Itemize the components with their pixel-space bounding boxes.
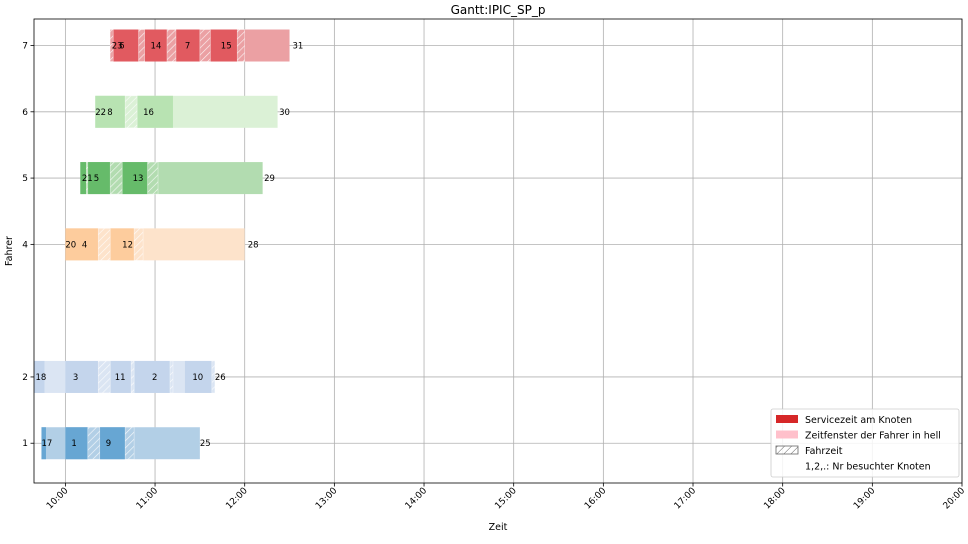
x-tick-label: 10:00 <box>45 486 71 512</box>
service-bar <box>34 360 45 393</box>
travel-hatch <box>211 360 216 394</box>
node-labels: 17 1 9 25 18 3 11 2 10 26 20 4 12 28 21 5 13 29 22 8 16 30 236… <box>35 42 303 450</box>
service-bar <box>65 427 88 460</box>
service-bar <box>144 29 167 62</box>
legend-label: Fahrzeit <box>805 446 843 457</box>
x-tick-label: 13:00 <box>314 486 340 512</box>
node-number-label: 26 <box>215 373 226 383</box>
y-tick-label: 1 <box>22 439 28 449</box>
node-number-label: 21 <box>82 174 93 184</box>
service-bar <box>184 360 215 393</box>
node-number-label: 11 <box>115 373 126 383</box>
node-number-label: 2 <box>152 373 157 383</box>
node-number-label: 1 <box>71 439 76 449</box>
node-number-label: 5 <box>94 174 99 184</box>
travel-hatch <box>124 95 138 129</box>
travel-hatch <box>169 360 174 394</box>
node-number-label: 13 <box>133 174 144 184</box>
node-number-label: 16 <box>143 108 154 118</box>
node-number-label: 10 <box>192 373 203 383</box>
node-number-label: 22 <box>95 108 106 118</box>
service-bar <box>110 228 135 261</box>
node-number-label: 14 <box>151 42 162 52</box>
y-tick-label: 6 <box>22 108 28 118</box>
x-tick-label: 18:00 <box>762 486 788 512</box>
y-axis-title: Fahrer <box>4 236 15 266</box>
service-bar <box>122 162 148 195</box>
node-number-label: 6 <box>119 42 124 52</box>
node-number-label: 25 <box>200 439 211 449</box>
legend-label: Servicezeit am Knoten <box>805 415 912 426</box>
node-number-label: 31 <box>293 42 304 52</box>
x-tick-label: 14:00 <box>404 486 430 512</box>
node-number-label: 3 <box>73 373 78 383</box>
service-bar <box>175 29 200 62</box>
legend-label: Zeitfenster der Fahrer in hell <box>805 431 941 442</box>
service-bar <box>95 95 126 128</box>
service-bar <box>210 29 238 62</box>
x-tick-label: 17:00 <box>673 486 699 512</box>
node-number-label: 18 <box>35 373 46 383</box>
node-number-label: 15 <box>221 42 232 52</box>
travel-hatch <box>87 426 101 460</box>
node-number-label: 30 <box>279 108 290 118</box>
legend-label: 1,2,.: Nr besuchter Knoten <box>805 462 931 473</box>
service-bar <box>134 360 170 393</box>
node-number-label: 8 <box>107 108 112 118</box>
travel-hatch <box>124 426 135 460</box>
node-number-label: 29 <box>264 174 275 184</box>
node-number-label: 4 <box>82 240 87 250</box>
x-tick-label: 15:00 <box>493 486 519 512</box>
travel-hatch <box>109 161 123 195</box>
legend-swatch-window <box>776 430 798 439</box>
legend: Servicezeit am Knoten Zeitfenster der Fah… <box>770 408 960 478</box>
x-tick-label: 12:00 <box>224 486 250 512</box>
travel-hatch <box>97 360 111 394</box>
travel-hatch <box>97 228 111 261</box>
legend-swatch-service <box>776 415 798 423</box>
y-tick-label: 4 <box>22 240 28 250</box>
travel-hatch <box>130 360 135 394</box>
y-tick-label: 2 <box>22 373 28 383</box>
service-bar <box>65 228 99 261</box>
travel-hatch <box>138 29 145 62</box>
node-number-label: 28 <box>248 240 259 250</box>
service-bar <box>99 427 126 460</box>
node-number-label: 9 <box>106 439 111 449</box>
travel-hatch <box>109 29 114 62</box>
node-number-label: 7 <box>185 42 190 52</box>
service-bar <box>41 427 46 460</box>
x-tick-label: 19:00 <box>852 486 878 512</box>
x-tick-label: 16:00 <box>583 486 609 512</box>
node-number-label: 17 <box>41 439 52 449</box>
travel-hatch <box>86 161 89 195</box>
x-tick-label: 11:00 <box>135 486 161 512</box>
node-number-label: 20 <box>65 240 76 250</box>
service-bar <box>110 360 132 393</box>
node-number-label: 12 <box>122 240 133 250</box>
service-bar <box>65 360 99 393</box>
y-tick-label: 5 <box>22 174 28 184</box>
service-bar <box>137 95 173 128</box>
legend-swatch-travel <box>775 445 799 455</box>
gantt-bars <box>34 29 290 460</box>
legend-box <box>770 408 960 478</box>
node-number-label: 23 <box>112 42 123 52</box>
travel-hatch <box>199 29 211 62</box>
x-axis-title: Zeit <box>489 522 508 533</box>
chart-title: Gantt:IPIC_SP_p <box>451 3 546 17</box>
service-bar <box>113 29 139 62</box>
y-tick-label: 7 <box>22 42 28 52</box>
x-tick-label: 20:00 <box>942 486 968 512</box>
travel-hatch <box>133 228 144 261</box>
travel-hatch <box>147 161 159 195</box>
plot-frame <box>33 18 963 484</box>
travel-hatch <box>166 29 177 62</box>
service-bar <box>87 162 111 195</box>
travel-hatch <box>236 29 246 62</box>
service-bar <box>80 162 87 195</box>
